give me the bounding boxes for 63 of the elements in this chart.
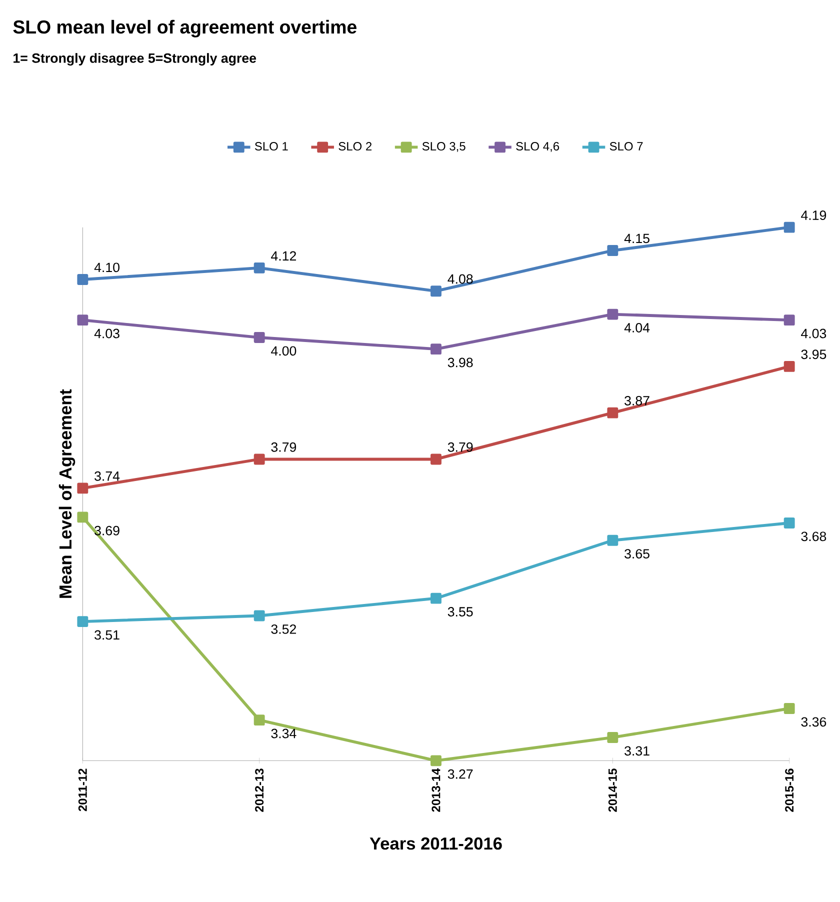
point [430,344,442,355]
y-axis-title: Mean Level of Agreement [58,389,76,598]
point [607,245,618,256]
point [77,274,88,285]
point [430,286,442,297]
x-axis-title: Years 2011-2016 [370,837,502,850]
point [254,332,265,343]
point [254,262,265,274]
point [430,592,442,604]
point [607,732,618,743]
x-tick-label: 2014-15 [608,768,617,812]
data-label: 3.34 [271,728,296,738]
point [784,703,795,714]
point [607,407,618,418]
data-label: 4.04 [624,323,650,332]
data-label: 3.55 [448,607,473,616]
point [254,714,265,726]
data-label: 3.52 [271,624,296,634]
data-label: 4.15 [624,234,650,244]
point [607,534,618,546]
point [77,512,88,523]
data-label: 3.27 [448,769,473,779]
data-label: 3.87 [624,396,650,406]
x-tick-label: 2012-13 [255,768,264,812]
point [607,308,618,320]
data-label: 4.03 [801,328,826,338]
data-label: 3.68 [801,532,826,542]
data-label: 3.51 [94,630,120,640]
point [784,314,795,326]
data-label: 3.79 [271,442,296,452]
point [430,755,442,766]
data-label: 3.79 [448,442,473,452]
data-label: 3.74 [94,471,120,481]
point [784,518,795,528]
chart-title: SLO mean level of agreement overtime [13,20,356,38]
point [430,454,442,465]
data-label: 3.31 [624,746,650,756]
point [784,361,795,372]
x-tick-label: 2013-14 [432,768,440,812]
data-label: 4.12 [271,251,296,261]
chart-subtitle: 1= Strongly disagree 5=Strongly agree [14,53,256,66]
legend-label: SLO 7 [610,142,643,151]
data-label: 3.36 [801,717,826,727]
point [77,314,88,326]
legend-label: SLO 1 [254,142,288,151]
x-tick-label: 2015-16 [785,768,794,812]
data-label: 4.03 [94,328,120,338]
point [254,454,265,465]
point [77,616,88,628]
point [77,482,88,494]
point [254,610,265,622]
data-label: 3.65 [624,549,650,559]
data-label: 4.08 [448,274,473,284]
data-label: 4.00 [271,346,296,356]
legend-label: SLO 4,6 [516,142,560,152]
legend-label: SLO 2 [338,142,372,151]
legend-label: SLO 3,5 [422,142,466,152]
data-label: 4.19 [801,210,826,220]
data-label: 3.98 [448,358,473,368]
point [784,222,795,233]
data-label: 3.95 [801,350,826,360]
data-label: 4.10 [94,262,120,272]
x-tick-label: 2011-12 [78,768,87,812]
